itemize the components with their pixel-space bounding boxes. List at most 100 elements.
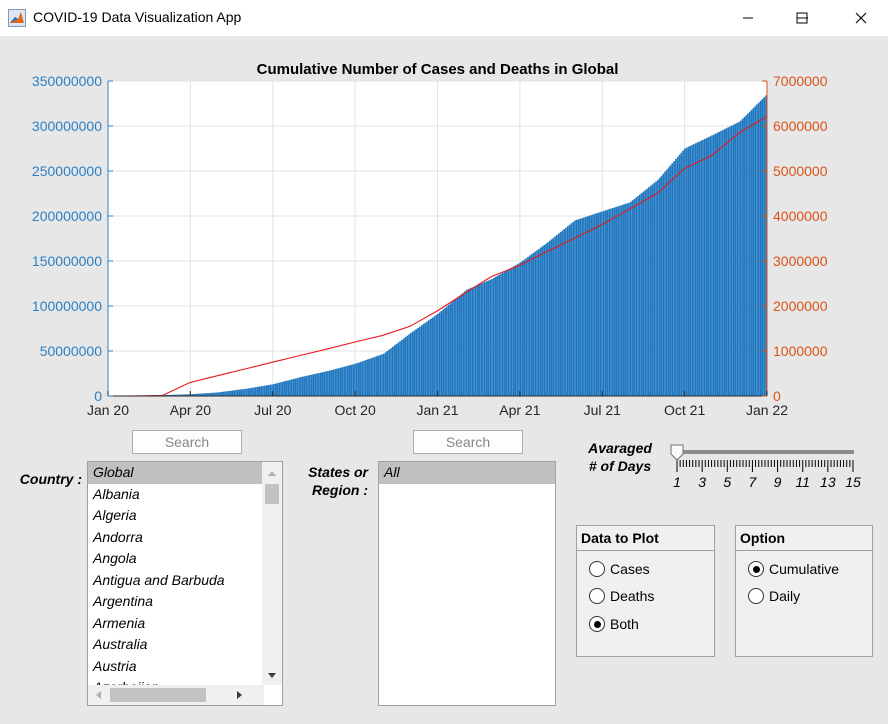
case-bar bbox=[191, 394, 194, 396]
case-bar bbox=[756, 104, 758, 397]
case-bar bbox=[381, 354, 383, 396]
case-bar bbox=[684, 148, 686, 396]
country-list-item[interactable]: Austria bbox=[93, 657, 137, 674]
country-vscroll-thumb[interactable] bbox=[265, 484, 279, 504]
radio-both[interactable]: Both bbox=[589, 614, 639, 634]
states-label: States or Region : bbox=[290, 463, 368, 499]
close-button[interactable] bbox=[838, 0, 884, 36]
country-horizontal-scrollbar[interactable] bbox=[88, 685, 264, 705]
right-y-tick-label: 7000000 bbox=[773, 73, 828, 89]
radio-both-label: Both bbox=[610, 616, 639, 632]
radio-both-button[interactable] bbox=[589, 616, 605, 632]
country-search-button[interactable]: Search bbox=[132, 430, 242, 454]
case-bar bbox=[525, 258, 528, 396]
scroll-left-icon[interactable] bbox=[90, 685, 108, 705]
case-bar bbox=[291, 379, 293, 396]
case-bar bbox=[601, 211, 603, 396]
country-list-item[interactable]: Angola bbox=[93, 550, 137, 566]
maximize-button[interactable] bbox=[779, 0, 825, 36]
case-bar bbox=[334, 369, 336, 396]
radio-deaths[interactable]: Deaths bbox=[589, 586, 654, 606]
case-bar bbox=[664, 171, 666, 396]
case-bar bbox=[330, 370, 333, 396]
radio-daily-button[interactable] bbox=[748, 588, 764, 604]
case-bar bbox=[712, 134, 715, 397]
case-bar bbox=[464, 291, 466, 396]
case-bar bbox=[440, 310, 443, 396]
case-bar bbox=[687, 146, 690, 396]
right-y-tick-label: 5000000 bbox=[773, 163, 828, 179]
radio-daily[interactable]: Daily bbox=[748, 586, 800, 606]
country-list-item[interactable]: Antigua and Barbuda bbox=[93, 571, 225, 588]
days-slider-thumb[interactable] bbox=[670, 444, 684, 462]
case-bar bbox=[548, 240, 551, 396]
case-bar bbox=[738, 121, 740, 396]
country-list-item[interactable]: Argentina bbox=[93, 593, 153, 609]
radio-cases[interactable]: Cases bbox=[589, 559, 650, 579]
case-bar bbox=[271, 384, 273, 396]
case-bar bbox=[420, 325, 423, 396]
states-listbox[interactable]: All bbox=[378, 461, 556, 706]
country-listbox[interactable]: Global Albania Algeria Andorra Angola Antigua… bbox=[87, 461, 283, 706]
country-list-item[interactable]: Armenia bbox=[93, 614, 146, 631]
case-bar bbox=[689, 145, 692, 396]
right-y-tick-label: 3000000 bbox=[773, 253, 828, 269]
case-bar bbox=[761, 99, 764, 396]
scroll-right-icon[interactable] bbox=[230, 685, 248, 705]
case-bar bbox=[575, 219, 578, 396]
case-bar bbox=[231, 390, 234, 396]
scroll-up-icon[interactable] bbox=[262, 464, 282, 482]
case-bar bbox=[592, 214, 594, 396]
states-list-item[interactable]: All bbox=[379, 462, 555, 484]
minimize-button-alt[interactable] bbox=[725, 0, 771, 36]
case-bar bbox=[574, 220, 576, 396]
radio-cumulative[interactable]: Cumulative bbox=[748, 559, 839, 579]
case-bar bbox=[765, 95, 767, 397]
days-slider-ticks bbox=[676, 460, 854, 472]
radio-deaths-button[interactable] bbox=[589, 588, 605, 604]
case-bar bbox=[711, 135, 713, 396]
country-hscroll-thumb[interactable] bbox=[110, 688, 206, 702]
country-list-item[interactable]: Andorra bbox=[93, 528, 143, 545]
case-bar bbox=[547, 242, 549, 396]
case-bar bbox=[404, 337, 407, 396]
case-bar bbox=[190, 394, 192, 396]
case-bar bbox=[400, 339, 403, 396]
slider-tick-label: 9 bbox=[773, 474, 782, 490]
case-bar bbox=[393, 345, 396, 396]
country-list-item[interactable]: Albania bbox=[93, 485, 140, 502]
option-title: Option bbox=[736, 526, 872, 551]
case-bar bbox=[366, 359, 369, 396]
case-bar bbox=[217, 392, 219, 396]
case-bar bbox=[662, 173, 665, 396]
country-vertical-scrollbar[interactable] bbox=[262, 462, 282, 685]
case-bar bbox=[188, 394, 190, 396]
country-list-item[interactable]: Algeria bbox=[93, 507, 137, 523]
case-bar bbox=[312, 374, 315, 396]
case-bar bbox=[539, 247, 542, 396]
case-bar bbox=[316, 373, 318, 396]
case-bar bbox=[355, 363, 358, 396]
case-bar bbox=[637, 195, 639, 396]
x-tick-label: Oct 20 bbox=[335, 402, 376, 418]
case-bar bbox=[698, 141, 701, 396]
case-bar bbox=[626, 203, 629, 396]
case-bar bbox=[606, 209, 609, 396]
slider-tick-label: 11 bbox=[795, 474, 810, 490]
case-bar bbox=[208, 393, 210, 396]
case-bar bbox=[209, 392, 212, 396]
minimize-button[interactable] bbox=[780, 0, 826, 36]
case-bar bbox=[478, 284, 481, 396]
radio-cumulative-button[interactable] bbox=[748, 561, 764, 577]
case-bar bbox=[491, 279, 493, 396]
days-slider-track[interactable] bbox=[677, 450, 854, 454]
scroll-down-icon[interactable] bbox=[262, 667, 282, 685]
title-bar: COVID-19 Data Visualization App bbox=[0, 0, 888, 36]
case-bar bbox=[399, 341, 401, 396]
states-search-button[interactable]: Search bbox=[413, 430, 523, 454]
country-list-item[interactable]: Australia bbox=[93, 636, 148, 652]
radio-cases-button[interactable] bbox=[589, 561, 605, 577]
country-list-item[interactable]: Global bbox=[88, 462, 262, 484]
case-bar bbox=[211, 392, 214, 396]
case-bar bbox=[200, 393, 203, 396]
